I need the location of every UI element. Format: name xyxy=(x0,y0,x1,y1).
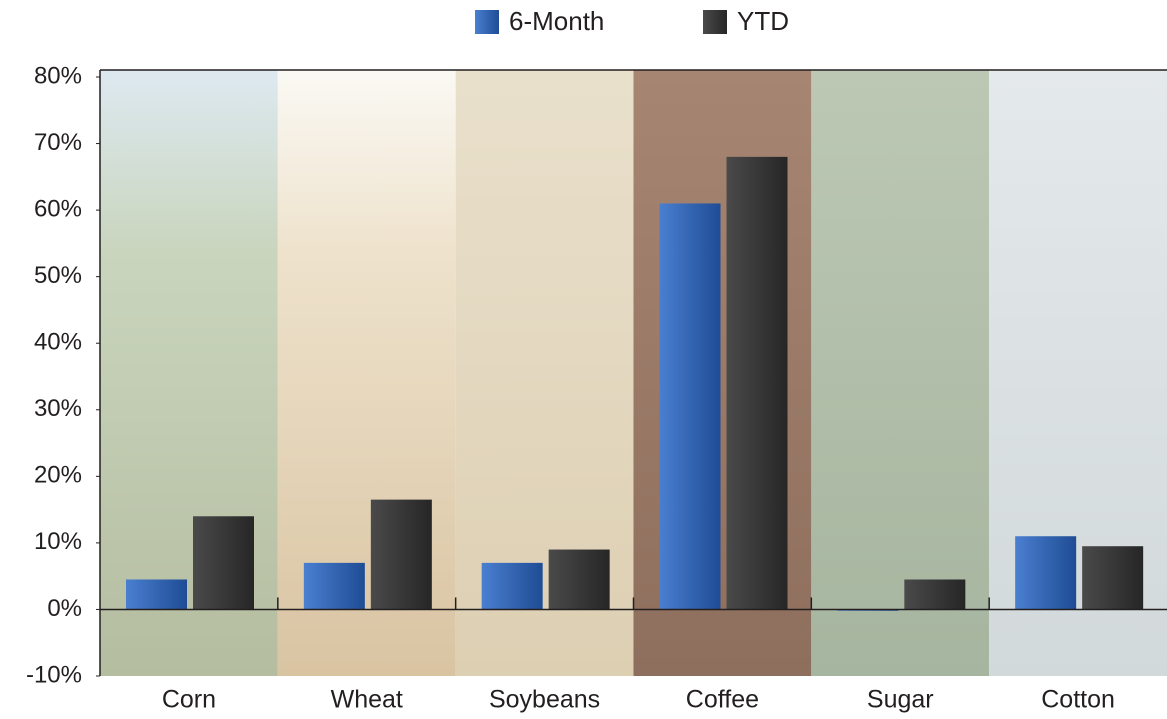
bar xyxy=(727,157,788,610)
y-tick-label: 10% xyxy=(34,528,82,555)
y-tick-label: 0% xyxy=(47,595,82,622)
legend-label: 6-Month xyxy=(509,6,604,36)
x-tick-label: Soybeans xyxy=(489,686,600,714)
legend-swatch xyxy=(703,10,727,34)
y-tick-label: 20% xyxy=(34,462,82,489)
bar xyxy=(304,563,365,610)
legend-label: YTD xyxy=(737,6,789,36)
bar xyxy=(126,579,187,609)
x-tick-label: Sugar xyxy=(867,686,934,714)
y-tick-label: 50% xyxy=(34,262,82,289)
x-tick-label: Wheat xyxy=(331,686,403,714)
y-tick-label: 30% xyxy=(34,395,82,422)
bar xyxy=(904,579,965,609)
bar xyxy=(482,563,543,610)
bar xyxy=(660,203,721,609)
chart: -10% 0% 10% 20% 30% 40% 50% 60% 70% 80% Corn Wheat S… xyxy=(0,0,1167,719)
y-tick-label: 40% xyxy=(34,329,82,356)
y-tick-label: 60% xyxy=(34,195,82,222)
y-tick-label: 70% xyxy=(34,129,82,156)
y-tick-label: -10% xyxy=(26,661,82,688)
bar xyxy=(549,550,610,610)
x-tick-label: Coffee xyxy=(686,686,759,714)
bar xyxy=(193,516,254,609)
x-tick-label: Cotton xyxy=(1041,686,1115,714)
bar xyxy=(1082,546,1143,609)
background-panels xyxy=(100,70,1167,676)
x-tick-label: Corn xyxy=(162,686,216,714)
legend-swatch xyxy=(475,10,499,34)
y-tick-label: 80% xyxy=(34,62,82,89)
bar xyxy=(1015,536,1076,609)
bar xyxy=(371,500,432,610)
